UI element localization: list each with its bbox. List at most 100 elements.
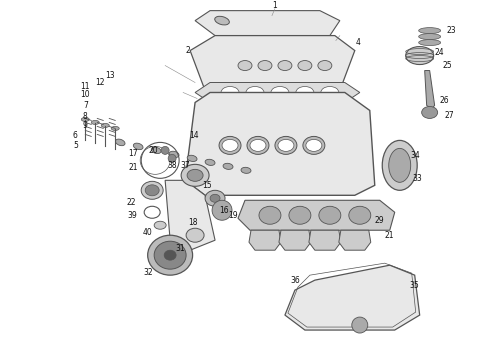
Ellipse shape [275,136,297,154]
Ellipse shape [133,143,143,150]
Ellipse shape [186,228,204,242]
Text: 8: 8 [83,112,88,121]
Ellipse shape [318,60,332,71]
Ellipse shape [221,86,239,99]
Ellipse shape [278,139,294,151]
Circle shape [212,200,232,220]
Ellipse shape [258,60,272,71]
Text: 2: 2 [186,46,191,55]
Ellipse shape [319,206,341,224]
Ellipse shape [145,185,159,196]
Ellipse shape [238,60,252,71]
Polygon shape [185,93,375,195]
Ellipse shape [278,60,292,71]
Text: 35: 35 [410,281,419,290]
Ellipse shape [169,151,179,158]
Text: 1: 1 [272,1,277,10]
Text: 26: 26 [440,96,449,105]
Text: 12: 12 [96,78,105,87]
Text: 36: 36 [290,276,300,285]
Ellipse shape [187,169,203,181]
Ellipse shape [81,117,89,121]
Text: 9: 9 [83,121,88,130]
Text: 37: 37 [180,161,190,170]
Text: 23: 23 [447,26,457,35]
Ellipse shape [223,163,233,170]
Ellipse shape [349,206,371,224]
Ellipse shape [289,206,311,224]
Text: 13: 13 [105,71,115,80]
Ellipse shape [247,136,269,154]
Text: 31: 31 [175,244,185,253]
Text: 40: 40 [142,228,152,237]
Ellipse shape [205,159,215,166]
Ellipse shape [259,206,281,224]
Polygon shape [285,265,419,330]
Polygon shape [190,36,355,90]
Ellipse shape [422,107,438,118]
Ellipse shape [164,250,176,260]
Text: 7: 7 [83,101,88,110]
Text: 16: 16 [219,206,229,215]
Polygon shape [195,82,360,103]
Text: 33: 33 [413,174,422,183]
Text: 27: 27 [445,111,454,120]
Text: 19: 19 [228,211,238,220]
Ellipse shape [246,86,264,99]
Ellipse shape [241,167,251,174]
Polygon shape [309,230,341,250]
Text: 29: 29 [375,216,385,225]
Polygon shape [279,230,311,250]
Text: 15: 15 [202,181,212,190]
Circle shape [352,317,368,333]
Ellipse shape [154,241,186,269]
Ellipse shape [418,33,441,40]
Polygon shape [165,180,215,250]
Text: 22: 22 [126,198,136,207]
Ellipse shape [296,86,314,99]
Ellipse shape [250,139,266,151]
Ellipse shape [418,28,441,33]
Ellipse shape [321,86,339,99]
Ellipse shape [101,123,109,127]
Polygon shape [195,11,340,36]
Text: 21: 21 [385,231,394,240]
Circle shape [161,147,169,154]
Text: 39: 39 [127,211,137,220]
Text: 5: 5 [73,141,78,150]
Ellipse shape [210,194,220,202]
Polygon shape [339,230,371,250]
Ellipse shape [298,60,312,71]
Text: 32: 32 [144,267,153,276]
Text: 6: 6 [73,131,78,140]
Text: 25: 25 [443,61,452,70]
Ellipse shape [303,136,325,154]
Ellipse shape [141,181,163,199]
Text: 34: 34 [411,151,420,160]
Ellipse shape [91,121,99,125]
Ellipse shape [271,86,289,99]
Polygon shape [425,71,435,108]
Ellipse shape [205,190,225,206]
Ellipse shape [406,46,434,64]
Text: 24: 24 [435,48,444,57]
Ellipse shape [382,140,417,190]
Text: 11: 11 [80,82,90,91]
Polygon shape [249,230,281,250]
Ellipse shape [151,147,161,154]
Ellipse shape [215,16,229,25]
Ellipse shape [418,40,441,46]
Polygon shape [238,200,395,230]
Ellipse shape [147,235,193,275]
Text: 17: 17 [128,149,138,158]
Text: 4: 4 [355,38,360,47]
Text: 10: 10 [80,90,90,99]
Text: 18: 18 [188,218,198,227]
Ellipse shape [306,139,322,151]
Text: 14: 14 [189,131,199,140]
Text: 21: 21 [128,163,138,172]
Ellipse shape [154,221,166,229]
Text: 20: 20 [148,146,158,155]
Ellipse shape [187,155,197,162]
Ellipse shape [389,148,411,182]
